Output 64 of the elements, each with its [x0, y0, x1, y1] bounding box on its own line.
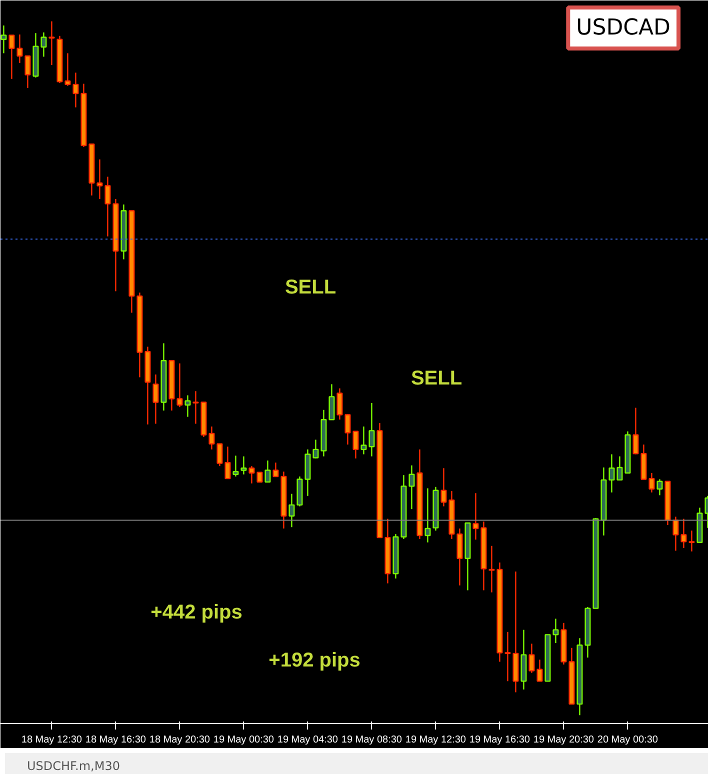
candlestick: [288, 493, 295, 528]
candlestick: [336, 388, 343, 420]
candlestick: [176, 362, 183, 408]
candlestick: [328, 384, 335, 420]
candlestick: [264, 460, 271, 483]
text: USDCHF.m,M30: [27, 758, 120, 774]
candlestick: [216, 443, 223, 467]
candlestick: [256, 472, 263, 483]
x-tick-label: 20 May 00:30: [597, 734, 658, 746]
candlestick: [8, 34, 15, 80]
candlestick: [672, 516, 679, 552]
candlestick: [440, 468, 447, 507]
chart-title: USDCAD: [576, 16, 670, 40]
x-tick-label: 18 May 16:30: [85, 734, 146, 746]
candlestick: [208, 426, 215, 450]
candlestick: [64, 52, 71, 86]
candlestick: [680, 518, 687, 549]
candlestick: [408, 464, 415, 510]
annotation: SELL: [410, 368, 462, 390]
candlestick: [360, 426, 367, 455]
annotation: +442 pips: [150, 602, 242, 624]
candlestick: [632, 407, 639, 455]
annotation: SELL: [284, 276, 336, 298]
annotation: +192 pips: [268, 650, 360, 672]
candlestick: [0, 24, 7, 54]
x-tick-label: 18 May 12:30: [21, 734, 82, 746]
candlestick: [536, 659, 543, 682]
candlestick: [504, 631, 511, 682]
candlestick: [72, 72, 79, 108]
candlestick: [472, 492, 479, 540]
candlestick: [312, 439, 319, 460]
x-tick-label: 19 May 08:30: [341, 734, 402, 746]
candlestick: [352, 430, 359, 460]
candlestick: [240, 456, 247, 476]
x-tick-label: 19 May 20:30: [533, 734, 594, 746]
x-tick-label: 18 May 20:30: [149, 734, 210, 746]
x-tick-label: 19 May 04:30: [277, 734, 338, 746]
candlestick: [528, 643, 535, 674]
candlestick: [344, 413, 351, 446]
candlestick: [424, 488, 431, 544]
candlestick: [184, 394, 191, 418]
candlestick: [192, 390, 199, 424]
candlestick: [608, 454, 615, 494]
x-tick-label: 19 May 00:30: [213, 734, 274, 746]
x-tick-label: 19 May 12:30: [405, 734, 466, 746]
candlestick: [40, 32, 47, 58]
candlestick: [248, 465, 255, 484]
candlestick: [272, 462, 279, 478]
candlestick: [104, 176, 111, 238]
x-tick-label: 19 May 16:30: [469, 734, 530, 746]
candlestick: [24, 55, 31, 89]
candlestick: [96, 158, 103, 200]
candlestick: [688, 530, 695, 552]
candlestick: [232, 455, 239, 478]
candlestick: [616, 456, 623, 481]
candlestick: [368, 402, 375, 457]
candlestick: [152, 374, 159, 424]
candlestick: [48, 20, 55, 66]
candlestick: [488, 545, 495, 593]
candlestick: [648, 472, 655, 494]
candlestick: [656, 478, 663, 496]
candlestick: [16, 34, 23, 64]
candlestick: [224, 446, 231, 480]
candlestick: [552, 618, 559, 644]
